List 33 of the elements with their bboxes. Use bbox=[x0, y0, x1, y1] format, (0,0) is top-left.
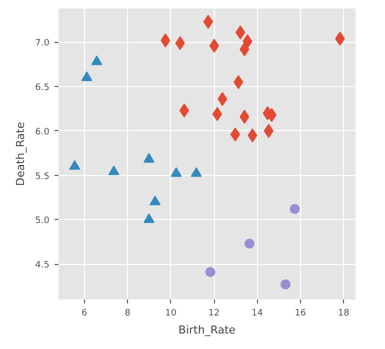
point bbox=[81, 71, 92, 82]
x-tick-label: 6 bbox=[82, 308, 88, 318]
point bbox=[108, 165, 120, 176]
y-tick-label: 4.5 bbox=[35, 260, 50, 271]
x-axis-title: Birth_Rate bbox=[178, 324, 236, 336]
point bbox=[230, 127, 240, 142]
point bbox=[203, 14, 214, 29]
x-tick-label: 12 bbox=[208, 308, 220, 318]
point bbox=[190, 167, 202, 177]
point bbox=[205, 267, 216, 277]
x-tick-label: 18 bbox=[338, 308, 350, 318]
point bbox=[170, 167, 182, 177]
x-tick-label: 16 bbox=[294, 308, 306, 318]
y-tick-label: 5.0 bbox=[35, 216, 50, 226]
y-axis-title: Death_Rate bbox=[14, 122, 28, 186]
point bbox=[244, 238, 254, 249]
point bbox=[290, 204, 300, 214]
y-tick-label: 7.0 bbox=[35, 38, 50, 49]
point bbox=[144, 153, 155, 163]
point bbox=[144, 213, 155, 224]
point bbox=[150, 196, 161, 206]
y-tick-label: 6.5 bbox=[35, 83, 50, 94]
x-tick-label: 10 bbox=[165, 308, 177, 318]
point bbox=[212, 107, 222, 122]
point bbox=[179, 104, 190, 118]
point bbox=[209, 38, 220, 53]
point bbox=[69, 160, 80, 170]
x-tick-label: 14 bbox=[251, 308, 264, 318]
x-tick-label: 8 bbox=[124, 308, 131, 318]
point bbox=[280, 279, 291, 290]
y-tick-label: 6.0 bbox=[35, 127, 50, 138]
point bbox=[91, 55, 102, 66]
y-tick-label: 5.5 bbox=[35, 172, 50, 182]
